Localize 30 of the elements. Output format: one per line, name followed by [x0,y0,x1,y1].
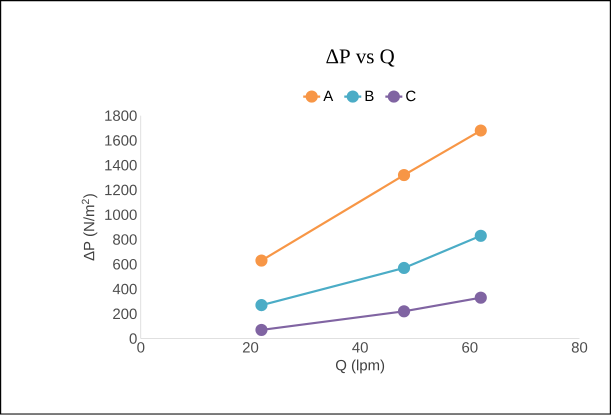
x-tick-label: 0 [137,342,144,353]
legend-label: A [323,90,334,102]
point [474,124,487,137]
y-tick-label: 200 [113,308,137,320]
y-tick-label: 1800 [105,110,137,122]
y-tick-label: 800 [113,234,137,245]
x-tick-label: 80 [572,342,588,353]
legend-label: C [406,90,416,102]
y-tick-label: 1000 [105,210,137,220]
point [474,230,487,242]
point [255,254,268,267]
x-tick-label: 60 [462,342,478,353]
y-tick-label: 0 [130,333,137,344]
x-tick-label: 20 [242,342,258,353]
point [255,299,268,312]
x-tick-label: 40 [352,342,368,353]
x-axis-title: Q (lpm) [336,360,384,374]
y-tick-label: 600 [113,259,137,270]
y-tick-label: 1600 [105,135,137,146]
point [398,262,410,274]
y-tick-label: 400 [112,284,137,294]
legend-label: B [366,90,374,102]
chart-title: ΔP vs Q [326,50,394,67]
point [398,305,410,318]
y-tick-label: 1200 [105,184,137,196]
point [398,169,410,182]
y-axis-title: ΔP (N/m$^{2}$) [82,194,98,261]
y-tick-label: 1400 [105,160,137,171]
point [255,324,268,336]
point [474,292,487,304]
